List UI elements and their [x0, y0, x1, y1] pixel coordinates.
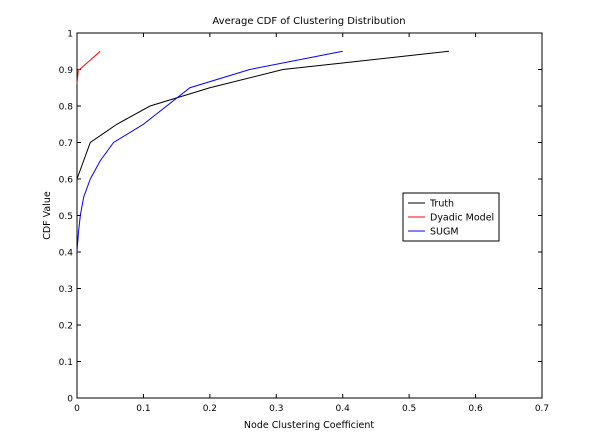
y-tick-label: 0.1: [59, 358, 73, 368]
y-tick-label: 0.9: [59, 66, 74, 76]
y-tick-label: 1: [67, 30, 73, 40]
x-tick-label: 0.1: [136, 404, 150, 414]
y-axis-label: CDF Value: [42, 191, 53, 240]
series-line-dyadic-model: [76, 50, 101, 85]
y-tick-label: 0.3: [59, 285, 73, 295]
x-tick-label: 0.4: [336, 404, 351, 414]
y-tick-label: 0: [67, 395, 73, 405]
chart-title: Average CDF of Clustering Distribution: [212, 16, 405, 27]
x-tick-label: 0.6: [468, 404, 483, 414]
x-tick-label: 0.5: [402, 404, 416, 414]
y-axis: 0 0.1 0.2 0.3 0.4 0.5 0.6 0.7 0.8 0.9 1: [59, 30, 542, 405]
x-tick-label: 0: [74, 404, 80, 414]
x-axis: 0 0.1 0.2 0.3 0.4 0.5 0.6 0.7: [74, 33, 549, 414]
x-axis-label: Node Clustering Coefficient: [244, 420, 374, 431]
y-tick-label: 0.4: [59, 249, 74, 259]
legend-label-sugm: SUGM: [430, 227, 459, 238]
y-tick-label: 0.2: [59, 322, 73, 332]
series-layer: [76, 50, 450, 253]
legend-label-dyadic-model: Dyadic Model: [430, 213, 494, 224]
x-tick-label: 0.2: [203, 404, 217, 414]
y-tick-label: 0.6: [59, 176, 74, 186]
legend: Truth Dyadic Model SUGM: [402, 192, 500, 242]
series-line-sugm: [76, 50, 343, 253]
y-tick-label: 0.7: [59, 139, 73, 149]
x-tick-label: 0.7: [535, 404, 549, 414]
y-tick-label: 0.8: [59, 103, 74, 113]
y-tick-label: 0.5: [59, 212, 73, 222]
x-tick-label: 0.3: [269, 404, 283, 414]
series-line-truth: [76, 50, 450, 180]
legend-label-truth: Truth: [429, 199, 454, 210]
